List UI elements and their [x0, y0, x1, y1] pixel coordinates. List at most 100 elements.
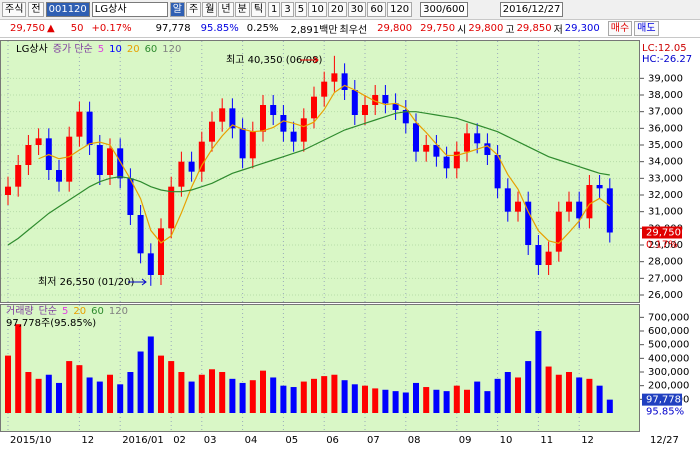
minute-button[interactable]: 120	[387, 2, 413, 17]
candle-body	[229, 108, 236, 129]
minutes: 1 3 5 10 20 30 60 120	[268, 2, 413, 17]
volume-bar	[606, 399, 613, 413]
last-volume-label: 97,778	[646, 395, 681, 406]
minute-button[interactable]: 1	[268, 2, 281, 17]
candle-body	[535, 245, 542, 265]
scope[interactable]: 전	[28, 2, 44, 17]
volume-bar	[270, 377, 277, 413]
volume-bar	[76, 365, 83, 413]
x-tick-label: 10	[500, 435, 513, 446]
last-price-tag	[642, 226, 682, 239]
y-tick-label: 32,000	[648, 190, 683, 201]
candle-body	[270, 105, 277, 115]
last-change: 0.17%	[646, 240, 678, 251]
legend-title: 단순	[39, 305, 57, 317]
legend-entry: 60	[91, 306, 104, 317]
minute-button[interactable]: 20	[327, 2, 347, 17]
low-label: 저	[553, 25, 563, 36]
buy-button[interactable]: 매수	[607, 21, 633, 36]
minute-button[interactable]: 10	[308, 2, 327, 17]
volume-bar	[239, 382, 246, 413]
volume-bar	[413, 382, 419, 413]
x-tick-label: 2015/10	[10, 435, 52, 446]
volume-bar	[433, 389, 440, 413]
candle-body	[168, 186, 175, 229]
volume-bar	[249, 380, 256, 413]
period-button[interactable]: 월	[202, 2, 218, 17]
volume-bar	[443, 391, 450, 413]
candle-body	[5, 186, 11, 195]
best-label: 최우선	[339, 25, 368, 36]
price-panel	[0, 40, 640, 303]
x-tick-label: 12	[581, 435, 594, 446]
candle-body	[249, 131, 256, 159]
volume-bar	[15, 324, 22, 413]
candle-body	[311, 96, 317, 119]
y-tick-label: 27,000	[648, 273, 683, 284]
period-button[interactable]: 분	[234, 2, 250, 17]
change: 50	[70, 23, 84, 34]
legend-entry: 120	[162, 44, 181, 55]
sell-button[interactable]: 매도	[634, 21, 659, 36]
volume-bar	[86, 377, 93, 413]
volume-bar	[188, 381, 195, 413]
period-button[interactable]: 년	[218, 2, 234, 17]
name-field[interactable]: LG상사	[91, 2, 168, 17]
period-button[interactable]: 틱	[250, 2, 267, 17]
period-button[interactable]: 알	[169, 2, 185, 17]
period-button[interactable]: 주	[186, 2, 202, 17]
candle-body	[606, 188, 613, 233]
volume-bar	[311, 378, 317, 413]
moving-average	[7, 111, 610, 246]
change-pct: +0.17%	[91, 23, 132, 34]
volume-bar	[372, 388, 379, 413]
corner-label: HC:-26.27	[642, 54, 692, 65]
volume-bar	[290, 387, 297, 413]
candle-body	[402, 110, 409, 124]
volume-bar	[566, 372, 572, 413]
market[interactable]: 주식	[2, 2, 27, 17]
annotation: 최저 26,550 (01/20)	[38, 276, 134, 288]
minute-button[interactable]: 3	[281, 2, 294, 17]
candle-body	[198, 141, 205, 172]
turnover: 0.25%	[246, 23, 279, 34]
y-tick-label: 39,000	[648, 73, 683, 84]
annotation: 최고 40,350 (06/08)	[226, 54, 322, 66]
y-tick-label: 600,000	[648, 326, 689, 337]
minute-button[interactable]: 60	[367, 2, 387, 17]
candle-body	[15, 165, 22, 187]
volume: 97,778	[155, 23, 191, 34]
code-input[interactable]: 001120	[45, 2, 90, 17]
volume-bar	[576, 377, 583, 413]
count[interactable]: 300/600	[420, 2, 468, 17]
volume-bar	[515, 377, 521, 413]
legend-entry: 120	[109, 306, 128, 317]
candle-body	[188, 161, 195, 172]
candle-body	[494, 155, 501, 189]
price: 29,750	[10, 23, 45, 34]
legend-entry: 5	[98, 44, 104, 55]
candle-body	[392, 103, 399, 110]
candle-body	[331, 73, 338, 82]
volume-bar	[198, 374, 205, 413]
annotation-arrow	[300, 56, 319, 64]
open: 29,800	[468, 23, 504, 34]
volume-ratio: 95.85%	[200, 23, 239, 34]
legend-title: 증가 단순	[53, 43, 93, 55]
minute-button[interactable]: 5	[294, 2, 308, 17]
legend-entry: 10	[109, 44, 122, 55]
bid: 29,750	[420, 23, 456, 34]
volume-subtitle: 97,778주(95.85%)	[6, 318, 96, 329]
candle-body	[351, 90, 358, 115]
volume-bar	[555, 374, 562, 413]
candle-body	[525, 201, 532, 245]
date[interactable]: 2016/12/27	[499, 2, 564, 17]
volume-bar	[453, 385, 460, 413]
minute-button[interactable]: 30	[347, 2, 367, 17]
volume-bar	[45, 374, 52, 413]
volume-bar	[66, 361, 73, 413]
volume-bar	[96, 381, 103, 413]
candle-body	[341, 73, 348, 90]
candle-body	[219, 108, 226, 122]
